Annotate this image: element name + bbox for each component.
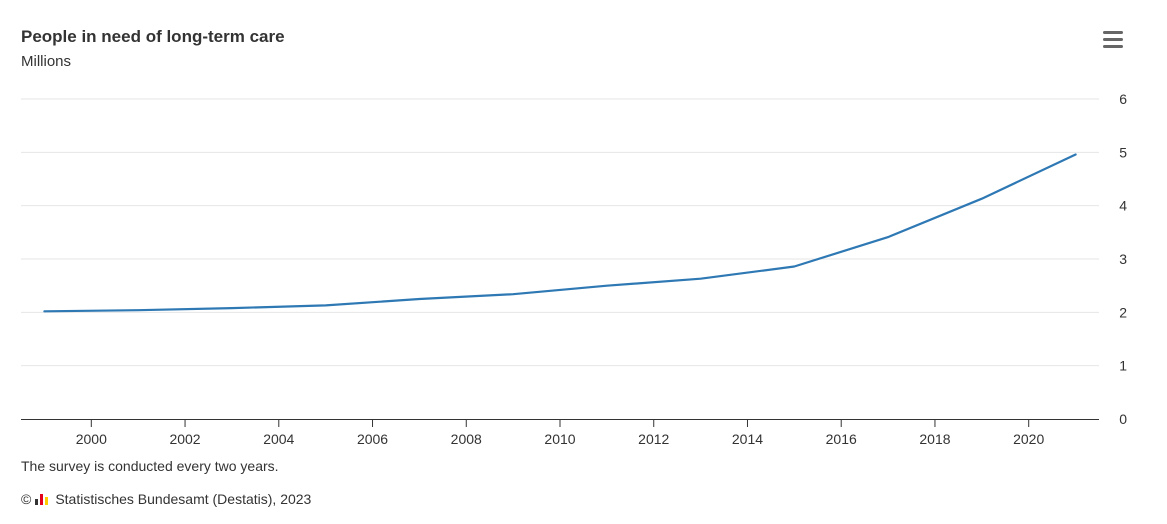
y-tick-label: 4: [1119, 198, 1127, 214]
credits-text: Statistisches Bundesamt (Destatis), 2023: [55, 491, 312, 507]
series-line[interactable]: [43, 153, 1077, 313]
series-layer: [40, 150, 1080, 315]
y-tick-label: 2: [1119, 304, 1127, 320]
x-tick-label: 2018: [919, 431, 950, 447]
data-point[interactable]: [228, 304, 236, 312]
x-tick-label: 2006: [357, 431, 388, 447]
data-point[interactable]: [697, 275, 705, 283]
y-tick-label: 1: [1119, 358, 1127, 374]
y-axis: 0 1 2 3 4 5 6: [1119, 91, 1127, 427]
x-tick-label: 2010: [544, 431, 575, 447]
x-tick-label: 2012: [638, 431, 669, 447]
data-point[interactable]: [40, 307, 48, 315]
data-point[interactable]: [884, 233, 892, 241]
y-tick-label: 3: [1119, 251, 1127, 267]
chart-subtitle: Millions: [21, 53, 72, 70]
chart-note: The survey is conducted every two years.: [21, 458, 279, 474]
x-tick-label: 2008: [451, 431, 482, 447]
x-tick-label: 2014: [732, 431, 763, 447]
x-tick-label: 2000: [76, 431, 107, 447]
data-point[interactable]: [415, 295, 423, 303]
data-point[interactable]: [134, 306, 142, 314]
y-tick-label: 6: [1119, 91, 1127, 107]
chart-menu-button[interactable]: [1099, 28, 1127, 52]
x-tick-label: 2016: [826, 431, 857, 447]
data-point[interactable]: [322, 301, 330, 309]
x-tick-label: 2004: [263, 431, 294, 447]
data-point[interactable]: [1072, 150, 1080, 158]
data-point[interactable]: [790, 262, 798, 270]
x-tick-label: 2020: [1013, 431, 1044, 447]
data-point[interactable]: [978, 195, 986, 203]
destatis-logo-icon: [35, 493, 49, 505]
x-tick-label: 2002: [169, 431, 200, 447]
y-tick-label: 0: [1119, 411, 1127, 427]
y-tick-label: 5: [1119, 144, 1127, 160]
gridlines: [21, 98, 1099, 367]
data-point[interactable]: [603, 282, 611, 290]
x-axis-labels: 2000 2002 2004 2006 2008 2010 2012 2014 2016 2018…: [76, 431, 1045, 447]
chart-credits[interactable]: © Statistisches Bundesamt (Destatis), 20…: [21, 491, 311, 507]
copyright-symbol: ©: [21, 491, 32, 507]
x-axis: [21, 419, 1099, 427]
data-point[interactable]: [509, 290, 517, 298]
chart-title: People in need of long-term care: [21, 27, 285, 46]
